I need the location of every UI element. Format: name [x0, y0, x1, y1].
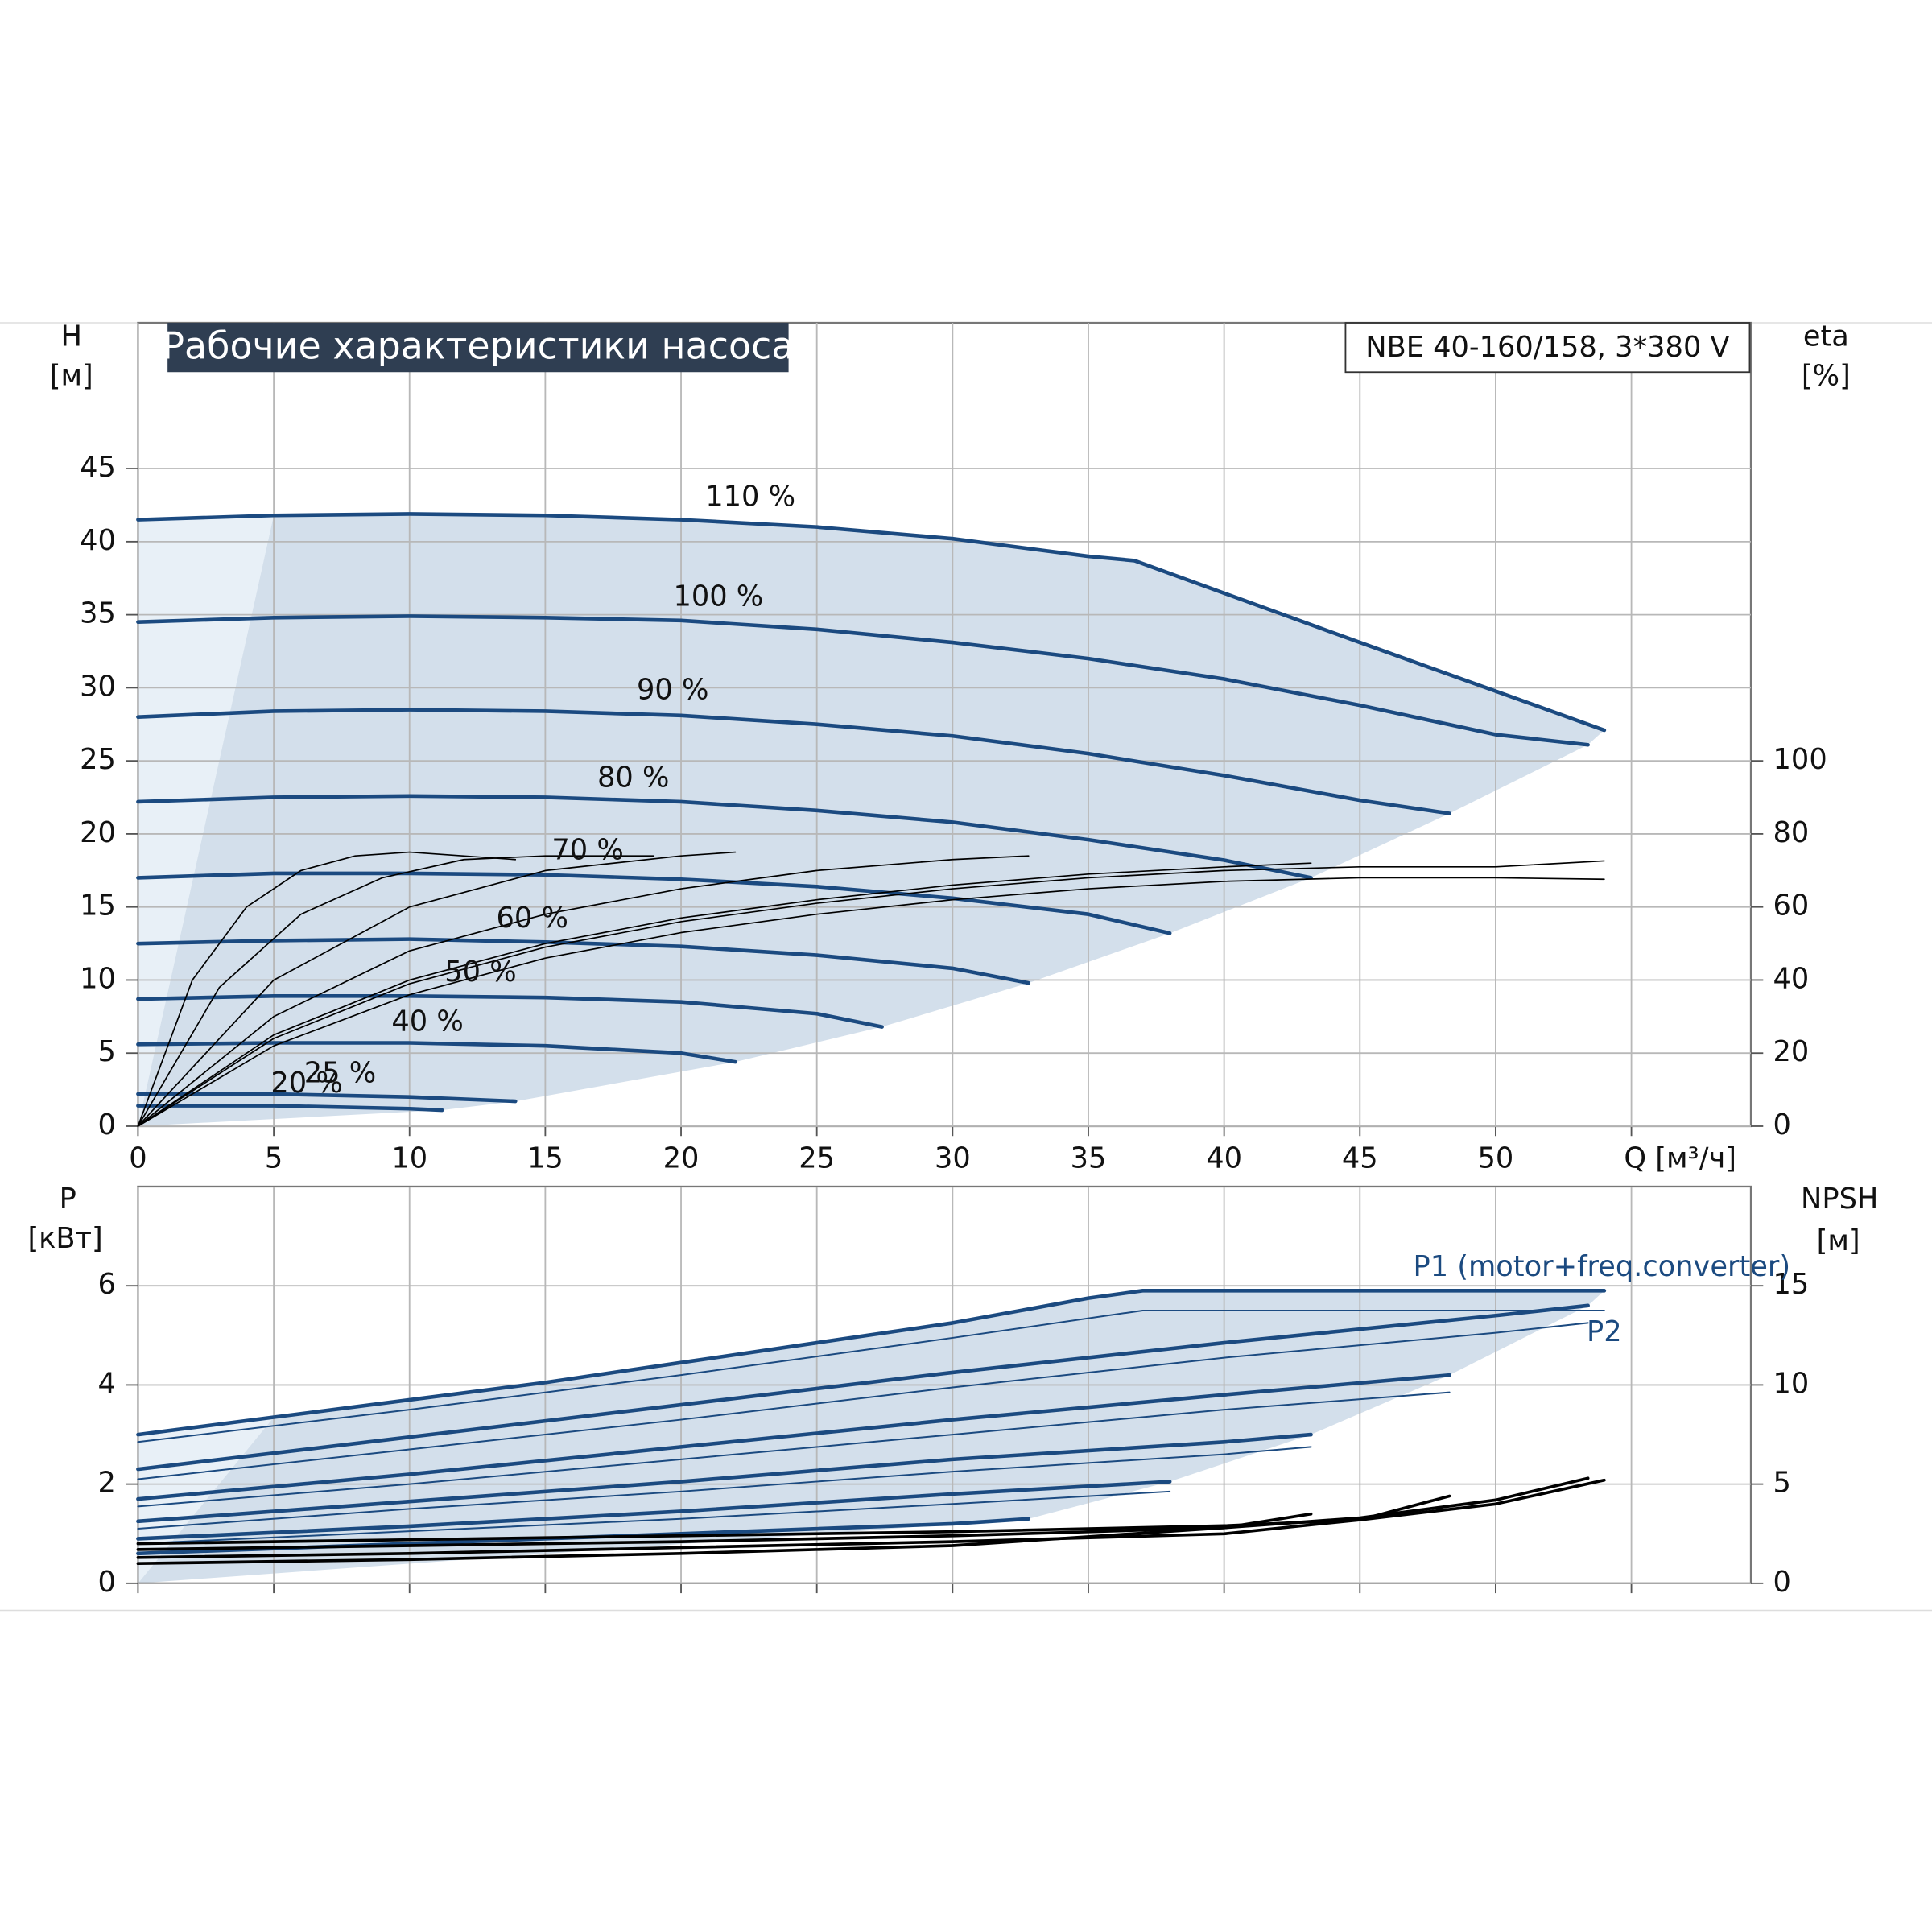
y-tick-label: 15 — [80, 890, 116, 923]
y2-tick-label: 60 — [1773, 890, 1810, 923]
y-tick-label: 45 — [80, 451, 116, 484]
x-tick-label: 40 — [1206, 1141, 1242, 1174]
y-tick-label: 25 — [80, 743, 116, 776]
curve — [137, 1322, 1589, 1480]
curve — [137, 1391, 1451, 1508]
curve-y2 — [137, 860, 1605, 1127]
curve — [137, 1446, 1312, 1530]
curve-label: 100 % — [673, 580, 763, 613]
y2-tick-label: 80 — [1773, 816, 1810, 849]
y2-tick-label: 10 — [1773, 1367, 1810, 1400]
curve-y2 — [137, 851, 517, 1127]
y2-tick-label: 40 — [1773, 962, 1810, 995]
y2-tick-label: 0 — [1773, 1566, 1791, 1599]
x-tick-label: 20 — [663, 1141, 700, 1174]
curve — [136, 794, 1313, 880]
subtitle-box — [1344, 322, 1751, 374]
curve — [136, 614, 1590, 747]
curve-y2 — [136, 1476, 1590, 1551]
curve — [136, 1289, 1607, 1437]
curve — [136, 1303, 1590, 1472]
chart-title: Рабочие характеристики насоса — [162, 324, 794, 368]
curve-label: P2 — [1587, 1315, 1622, 1348]
curve — [136, 1041, 737, 1064]
x-tick-label: 25 — [799, 1141, 835, 1174]
curve — [136, 512, 1607, 733]
curve-label: 70 % — [551, 834, 623, 867]
y2-axis-label: NPSH — [1801, 1183, 1878, 1216]
curve-layer — [136, 512, 1607, 1566]
x-axis-label: Q [м³/ч] — [1624, 1141, 1736, 1174]
x-tick-label: 5 — [265, 1141, 283, 1174]
curve-y2 — [136, 1494, 1451, 1559]
y-axis-unit: [м] — [50, 359, 93, 392]
curve — [136, 708, 1451, 815]
y-tick-label: 40 — [80, 524, 116, 557]
curve-label: 80 % — [597, 761, 669, 794]
chart-subtitle: NBE 40-160/158, 3*380 V — [1365, 331, 1729, 364]
shade-layer — [138, 514, 1604, 1583]
y-tick-label: 10 — [80, 962, 116, 995]
curve-label: 20 % — [270, 1067, 342, 1100]
y-tick-label: 30 — [80, 670, 116, 703]
x-tick-label: 45 — [1342, 1141, 1378, 1174]
y2-tick-label: 100 — [1773, 743, 1827, 776]
y2-tick-label: 0 — [1773, 1108, 1791, 1141]
curve — [137, 1309, 1605, 1443]
y2-tick-label: 15 — [1773, 1268, 1810, 1301]
y2-axis-unit: [м] — [1817, 1224, 1860, 1257]
curve — [136, 1373, 1451, 1501]
title-box — [167, 323, 789, 373]
y-axis-label: H — [61, 320, 82, 353]
curve-y2 — [137, 862, 1312, 1127]
y-tick-label: 2 — [97, 1467, 115, 1500]
curve-y2 — [136, 1512, 1313, 1566]
curve-y2 — [136, 1478, 1606, 1546]
y-tick-label: 6 — [97, 1268, 115, 1301]
y2-axis-label: eta — [1803, 320, 1849, 353]
x-tick-label: 15 — [527, 1141, 564, 1174]
curve — [137, 1490, 1171, 1545]
curve-label: 60 % — [497, 902, 568, 935]
x-tick-label: 0 — [129, 1141, 147, 1174]
curve-label: 90 % — [637, 674, 708, 707]
curve-y2 — [137, 855, 655, 1127]
y-tick-label: 4 — [97, 1367, 115, 1400]
curve — [136, 1092, 518, 1104]
range-shade — [138, 1290, 1604, 1583]
y-tick-label: 35 — [80, 597, 116, 630]
y2-axis-unit: [%] — [1802, 359, 1851, 392]
y-tick-label: 0 — [97, 1108, 115, 1141]
curve-y2 — [137, 851, 737, 1127]
curve-y2 — [137, 855, 1030, 1127]
curve — [136, 1432, 1313, 1524]
x-tick-label: 35 — [1071, 1141, 1107, 1174]
curve-label: 40 % — [391, 1005, 463, 1038]
y-tick-label: 0 — [97, 1566, 115, 1599]
x-tick-label: 50 — [1478, 1141, 1514, 1174]
y-tick-label: 5 — [97, 1035, 115, 1068]
curve — [136, 937, 1031, 985]
curve-label: 25 % — [304, 1057, 376, 1090]
x-tick-label: 10 — [391, 1141, 427, 1174]
x-tick-label: 30 — [935, 1141, 971, 1174]
y-axis-label: P — [60, 1183, 76, 1216]
curve-label: 110 % — [705, 480, 795, 513]
curve-label: P1 (motor+freq.converter) — [1413, 1250, 1790, 1283]
text-layer: Рабочие характеристики насоса NBE 40-160… — [27, 320, 1878, 1598]
curve — [136, 994, 884, 1029]
y2-tick-label: 20 — [1773, 1035, 1810, 1068]
curve — [136, 871, 1172, 935]
y-axis-unit: [кВт] — [27, 1222, 102, 1255]
curve-label: 50 % — [444, 956, 516, 989]
curve-y2 — [137, 877, 1605, 1127]
range-shade — [138, 514, 1604, 1126]
y2-tick-label: 5 — [1773, 1467, 1791, 1500]
y-tick-label: 20 — [80, 816, 116, 849]
curve — [136, 1480, 1172, 1541]
curve — [136, 1104, 444, 1113]
